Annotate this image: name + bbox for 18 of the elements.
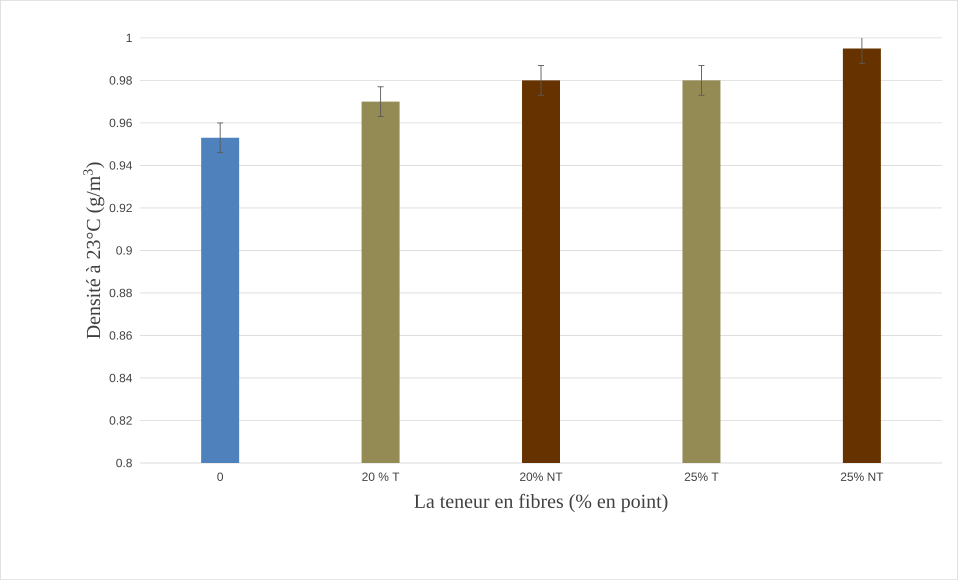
x-tick-label: 20 % T	[362, 472, 400, 482]
y-axis-title: Densité à 23°C (g/m$^{3}$)	[83, 162, 104, 339]
x-axis-title: La teneur en fibres (% en point)	[414, 494, 668, 512]
y-tick-label: 0.98	[110, 76, 132, 85]
x-tick-label: 0	[217, 472, 224, 482]
y-tick-label: 0.84	[110, 374, 132, 382]
x-tick-label: 25% T	[684, 472, 718, 482]
x-tick-label: 25% NT	[840, 472, 884, 482]
y-tick-label: 0.9	[116, 246, 132, 255]
x-tick-label: 20% NT	[520, 472, 562, 482]
y-tick-label: 0.82	[110, 416, 132, 425]
y-tick-label: 0.96	[110, 118, 132, 128]
y-tick-label: 1	[126, 34, 132, 42]
y-tick-label: 0.88	[110, 288, 132, 298]
y-tick-label: 0.92	[110, 204, 132, 212]
y-tick-label: 0.86	[110, 331, 132, 340]
y-tick-label: 0.94	[110, 161, 132, 170]
y-tick-label: 0.8	[116, 458, 132, 468]
